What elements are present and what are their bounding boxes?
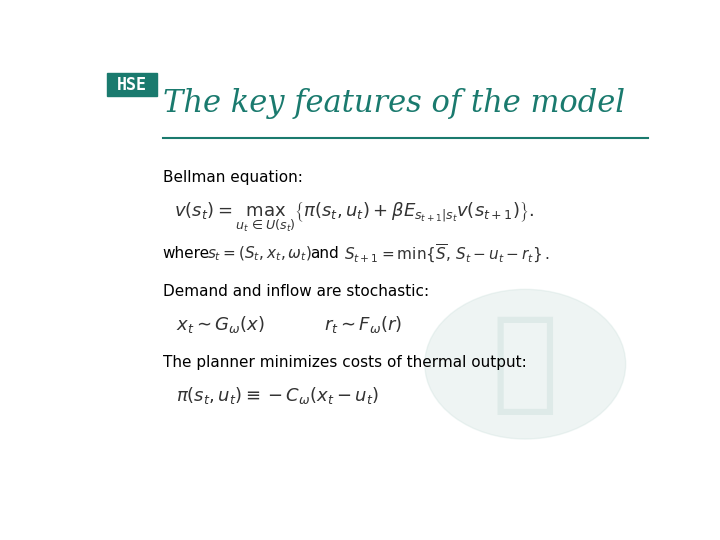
Text: $S_{t+1} = \min\{\overline{S},\, S_t - u_t - r_t\}\,.$: $S_{t+1} = \min\{\overline{S},\, S_t - u… (344, 243, 549, 265)
Text: The planner minimizes costs of thermal output:: The planner minimizes costs of thermal o… (163, 355, 526, 369)
Text: $r_t \sim F_\omega(r)$: $r_t \sim F_\omega(r)$ (324, 314, 402, 335)
Circle shape (425, 289, 626, 439)
Text: The key features of the model: The key features of the model (163, 88, 624, 119)
Text: $\pi(s_t, u_t) \equiv -C_\omega(x_t - u_t)$: $\pi(s_t, u_t) \equiv -C_\omega(x_t - u_… (176, 385, 379, 406)
Text: HSE: HSE (117, 76, 147, 94)
Text: $s_t = (S_t, x_t, \omega_t)$: $s_t = (S_t, x_t, \omega_t)$ (207, 245, 312, 263)
Text: $v(s_t) = \max_{u_t \in U(s_t)} \left\{\pi(s_t, u_t) + \beta E_{s_{t+1}|s_t} v(s: $v(s_t) = \max_{u_t \in U(s_t)} \left\{\… (174, 199, 534, 234)
Text: Bellman equation:: Bellman equation: (163, 170, 302, 185)
Text: 🦅: 🦅 (492, 310, 559, 417)
Text: and: and (310, 246, 339, 261)
Text: $x_t \sim G_\omega(x)$: $x_t \sim G_\omega(x)$ (176, 314, 265, 335)
FancyBboxPatch shape (107, 73, 157, 96)
Text: where: where (163, 246, 210, 261)
Text: Demand and inflow are stochastic:: Demand and inflow are stochastic: (163, 284, 428, 299)
